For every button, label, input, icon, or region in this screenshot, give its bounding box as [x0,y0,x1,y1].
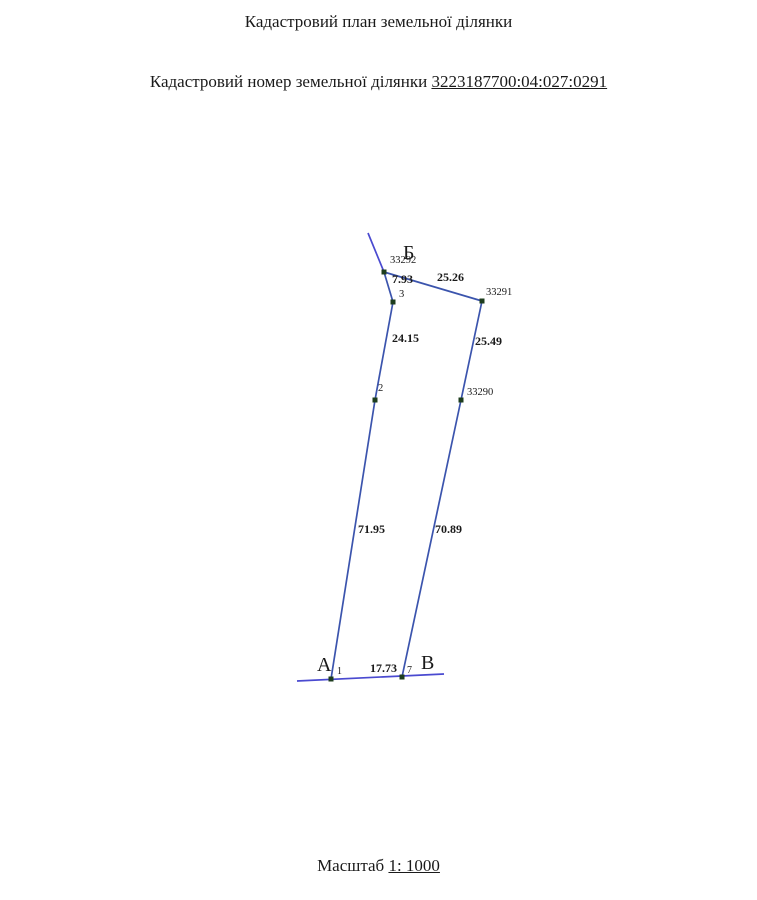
vertex-label-a: А [317,654,332,676]
point-number-7: 7 [407,665,412,676]
vertex-label-v: В [421,652,434,674]
edge-1-2 [330,399,376,680]
scale-line: Масштаб 1: 1000 [0,856,757,876]
point-number-33292: 33292 [390,255,416,266]
edge-3-b [383,271,394,303]
survey-point-33291 [479,298,485,304]
edge-2-3 [374,301,394,401]
baseline [296,673,445,682]
scale-label: Масштаб [317,856,389,875]
survey-point-2 [372,397,378,403]
distance-label-17-73: 17.73 [370,661,397,675]
survey-point-33292 [381,269,387,275]
edge-b-33291 [383,271,483,302]
cadastral-number-line: Кадастровий номер земельної ділянки 3223… [0,72,757,92]
survey-point-3 [390,299,396,305]
survey-point-33290 [458,397,464,403]
point-number-2: 2 [378,383,383,394]
edge-33290-7 [401,399,462,678]
point-number-33291: 33291 [486,287,512,298]
distance-label-7-93: 7.93 [392,272,413,286]
edge-33291-33290 [460,300,483,401]
point-number-33290: 33290 [467,387,493,398]
distance-label-71-95: 71.95 [358,522,385,536]
vertex-label-b: Б [403,242,414,264]
point-number-3: 3 [399,289,404,300]
page-title: Кадастровий план земельної ділянки [244,12,513,31]
cadastral-number-label: Кадастровий номер земельної ділянки [149,72,432,91]
survey-point-1 [328,676,334,682]
distance-label-70-89: 70.89 [435,522,462,536]
distance-label-24-15: 24.15 [392,331,419,345]
scale-value: 1: 1000 [388,856,440,875]
distance-label-25-26: 25.26 [437,270,464,284]
survey-point-7 [399,674,405,680]
distance-label-25-49: 25.49 [475,334,502,348]
point-number-1: 1 [337,666,342,677]
adjacent-boundary-line [367,232,385,273]
cadastral-number-value: 3223187700:04:027:0291 [431,72,608,91]
